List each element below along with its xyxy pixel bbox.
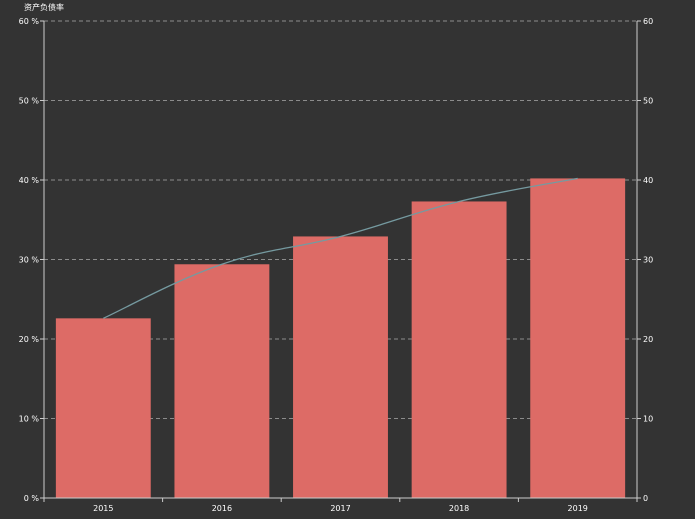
x-tick-label-2016: 2016: [212, 504, 232, 513]
bar-2018[interactable]: [411, 201, 507, 498]
bar-2017[interactable]: [293, 236, 388, 498]
y-left-tick-label-50: 50 %: [19, 97, 40, 106]
y-right-tick-label-50: 50: [643, 97, 653, 106]
y-left-tick-label-0: 0 %: [24, 494, 40, 503]
x-tick-label-2017: 2017: [330, 504, 350, 513]
y-left-tick-label-10: 10 %: [19, 415, 40, 424]
bar-2015[interactable]: [55, 318, 151, 498]
y-left-tick-label-60: 60 %: [19, 17, 40, 26]
y-left-tick-label-20: 20 %: [19, 335, 40, 344]
y-right-tick-label-40: 40: [643, 176, 653, 185]
y-right-tick-label-0: 0: [643, 494, 648, 503]
chart-title: 资产负债率: [24, 2, 64, 12]
line-series-path[interactable]: [103, 177, 578, 319]
y-right-tick-label-10: 10: [643, 415, 653, 424]
y-left-tick-label-30: 30 %: [19, 256, 40, 265]
x-tick-label-2018: 2018: [449, 504, 469, 513]
x-tick-label-2019: 2019: [568, 504, 588, 513]
axes: 0 % 10 % 20 % 30 % 40 % 50 % 60 % 0 10 20 30 40 50 60…: [19, 17, 654, 513]
line-series: [103, 177, 578, 319]
y-right-tick-label-20: 20: [643, 335, 653, 344]
bar-2016[interactable]: [174, 264, 270, 498]
y-right-tick-label-60: 60: [643, 17, 653, 26]
x-tick-label-2015: 2015: [93, 504, 113, 513]
bar-2019[interactable]: [530, 178, 626, 498]
bar-series: [55, 178, 626, 498]
y-right-tick-label-30: 30: [643, 256, 653, 265]
y-left-tick-label-40: 40 %: [19, 176, 40, 185]
